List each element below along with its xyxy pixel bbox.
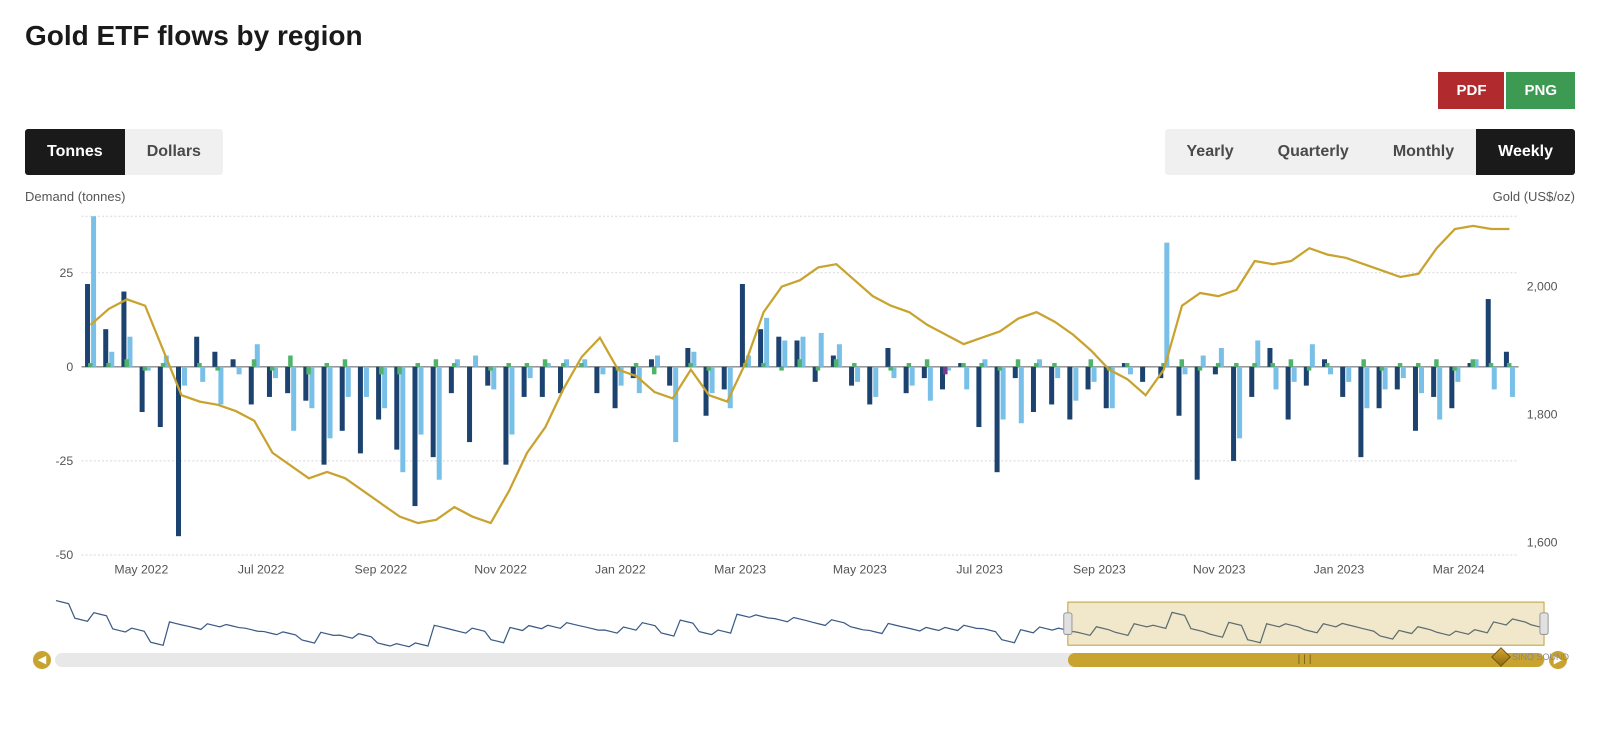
svg-text:Sep 2022: Sep 2022	[355, 562, 408, 576]
svg-text:Jul 2023: Jul 2023	[956, 562, 1003, 576]
svg-text:May 2022: May 2022	[114, 562, 168, 576]
svg-text:Jan 2023: Jan 2023	[1314, 562, 1365, 576]
svg-text:-50: -50	[55, 548, 73, 562]
period-toggle-weekly[interactable]: Weekly	[1476, 129, 1575, 175]
export-buttons: PDF PNG	[25, 72, 1575, 109]
svg-text:1,600: 1,600	[1527, 535, 1558, 549]
watermark-text: SINO SOUND	[1512, 652, 1569, 662]
svg-text:2,000: 2,000	[1527, 280, 1558, 294]
watermark: SINO SOUND	[1494, 650, 1569, 664]
unit-toggle-tonnes[interactable]: Tonnes	[25, 129, 125, 175]
svg-text:Mar 2023: Mar 2023	[714, 562, 766, 576]
svg-text:Nov 2022: Nov 2022	[474, 562, 527, 576]
export-png-button[interactable]: PNG	[1506, 72, 1575, 109]
logo-icon	[1491, 647, 1511, 667]
period-toggle-monthly[interactable]: Monthly	[1371, 129, 1476, 175]
svg-text:0: 0	[66, 360, 73, 374]
scrollbar-thumb[interactable]: |||	[1068, 653, 1544, 667]
svg-text:Jul 2022: Jul 2022	[238, 562, 285, 576]
controls-row: TonnesDollars YearlyQuarterlyMonthlyWeek…	[25, 129, 1575, 175]
chart-navigator[interactable]: ||| ◀ ▶ SINO SOUND	[25, 598, 1575, 668]
svg-text:Jan 2022: Jan 2022	[595, 562, 646, 576]
unit-toggle: TonnesDollars	[25, 129, 223, 175]
left-axis-title: Demand (tonnes)	[25, 189, 125, 204]
chart-container: Demand (tonnes) Gold (US$/oz) -50 -25 0 25 1…	[25, 189, 1575, 668]
svg-text:-25: -25	[55, 454, 73, 468]
right-axis-title: Gold (US$/oz)	[1493, 189, 1575, 204]
svg-text:Sep 2023: Sep 2023	[1073, 562, 1126, 576]
period-toggle-yearly[interactable]: Yearly	[1165, 129, 1256, 175]
page-title: Gold ETF flows by region	[25, 20, 1575, 52]
unit-toggle-dollars[interactable]: Dollars	[125, 129, 223, 175]
svg-text:25: 25	[60, 266, 74, 280]
svg-text:1,800: 1,800	[1527, 408, 1558, 422]
svg-text:Nov 2023: Nov 2023	[1193, 562, 1246, 576]
svg-text:May 2023: May 2023	[833, 562, 887, 576]
scroll-left-icon[interactable]: ◀	[33, 651, 51, 669]
period-toggle: YearlyQuarterlyMonthlyWeekly	[1165, 129, 1575, 175]
export-pdf-button[interactable]: PDF	[1438, 72, 1504, 109]
period-toggle-quarterly[interactable]: Quarterly	[1256, 129, 1371, 175]
main-chart[interactable]: -50 -25 0 25 1,600 1,800 2,000 May 2022 Jul 2022…	[25, 206, 1575, 586]
svg-text:Mar 2024: Mar 2024	[1433, 562, 1485, 576]
